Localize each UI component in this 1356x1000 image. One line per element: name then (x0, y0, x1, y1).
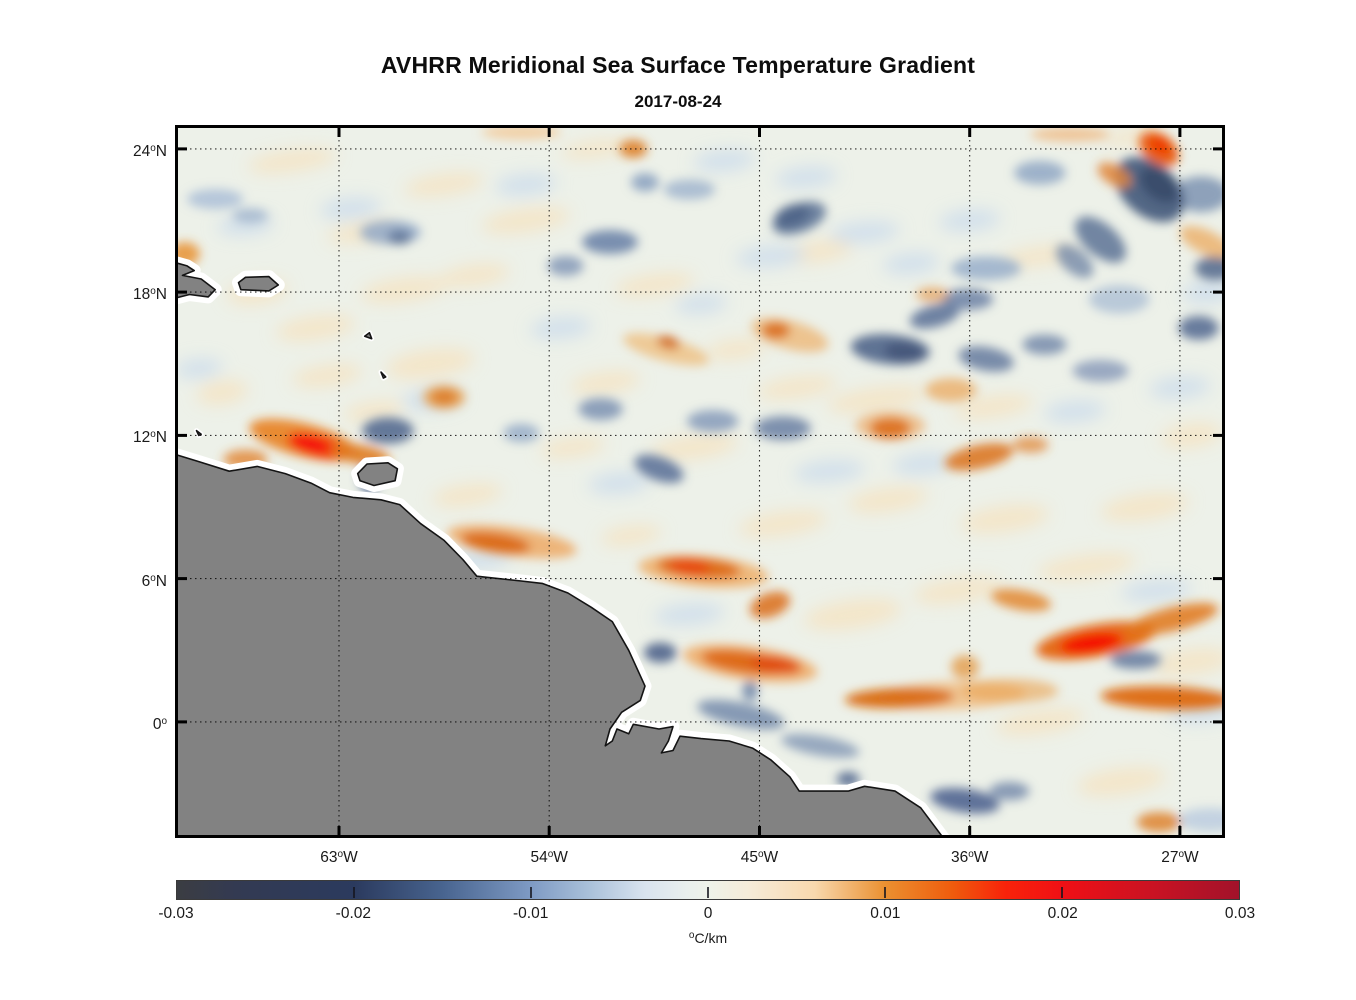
colorbar-tick-label: 0.01 (870, 905, 901, 922)
y-tick-label: 0o (152, 715, 167, 733)
colorbar-tick-label: 0 (703, 905, 713, 922)
map-layers (175, 125, 1225, 838)
colorbar-tick-label: 0.02 (1047, 905, 1078, 922)
x-tick-label: 45oW (740, 849, 779, 866)
gradient-features (175, 125, 1225, 833)
landmass-island_bar (237, 275, 280, 292)
map-svg (175, 125, 1225, 838)
colorbar-tick-mark (884, 887, 886, 898)
landmass-speck_1 (363, 331, 373, 340)
x-tick-label: 63oW (320, 849, 358, 866)
y-tick-label: 24oN (132, 142, 167, 160)
chart-title: AVHRR Meridional Sea Surface Temperature… (380, 52, 976, 78)
axis-tick-marks (175, 125, 1225, 838)
x-tick-label: 27oW (1161, 849, 1199, 866)
colorbar (176, 880, 1240, 900)
graticule (175, 125, 1225, 838)
sst-gradient-map (175, 125, 1225, 838)
landmass-trinidad (356, 462, 399, 487)
colorbar-tick-label: 0.03 (1224, 905, 1256, 922)
colorbar-tick-label: -0.01 (512, 905, 549, 922)
x-tick-label: 36oW (950, 849, 989, 866)
colorbar-tick-label: -0.02 (335, 905, 371, 922)
plot-box-frame (175, 125, 1225, 838)
colorbar-unit-label: oC/km (688, 930, 728, 946)
colorbar-tick-mark (353, 887, 355, 898)
colorbar-tick-mark (1060, 887, 1063, 898)
colorbar-tick-mark (707, 887, 709, 898)
landmass-speck_3 (195, 429, 202, 437)
landmass-mainland_south_america (175, 453, 945, 838)
y-tick-label: 12oN (132, 429, 167, 447)
y-tick-label: 6oN (141, 572, 167, 590)
x-tick-label: 54oW (530, 849, 568, 866)
landmass-speck_2 (380, 371, 387, 379)
colorbar-tick-label: -0.03 (158, 905, 194, 922)
chart-date-subtitle: 2017-08-24 (634, 92, 722, 111)
y-tick-label: 18oN (132, 286, 167, 304)
colorbar-tick-mark (529, 887, 532, 898)
